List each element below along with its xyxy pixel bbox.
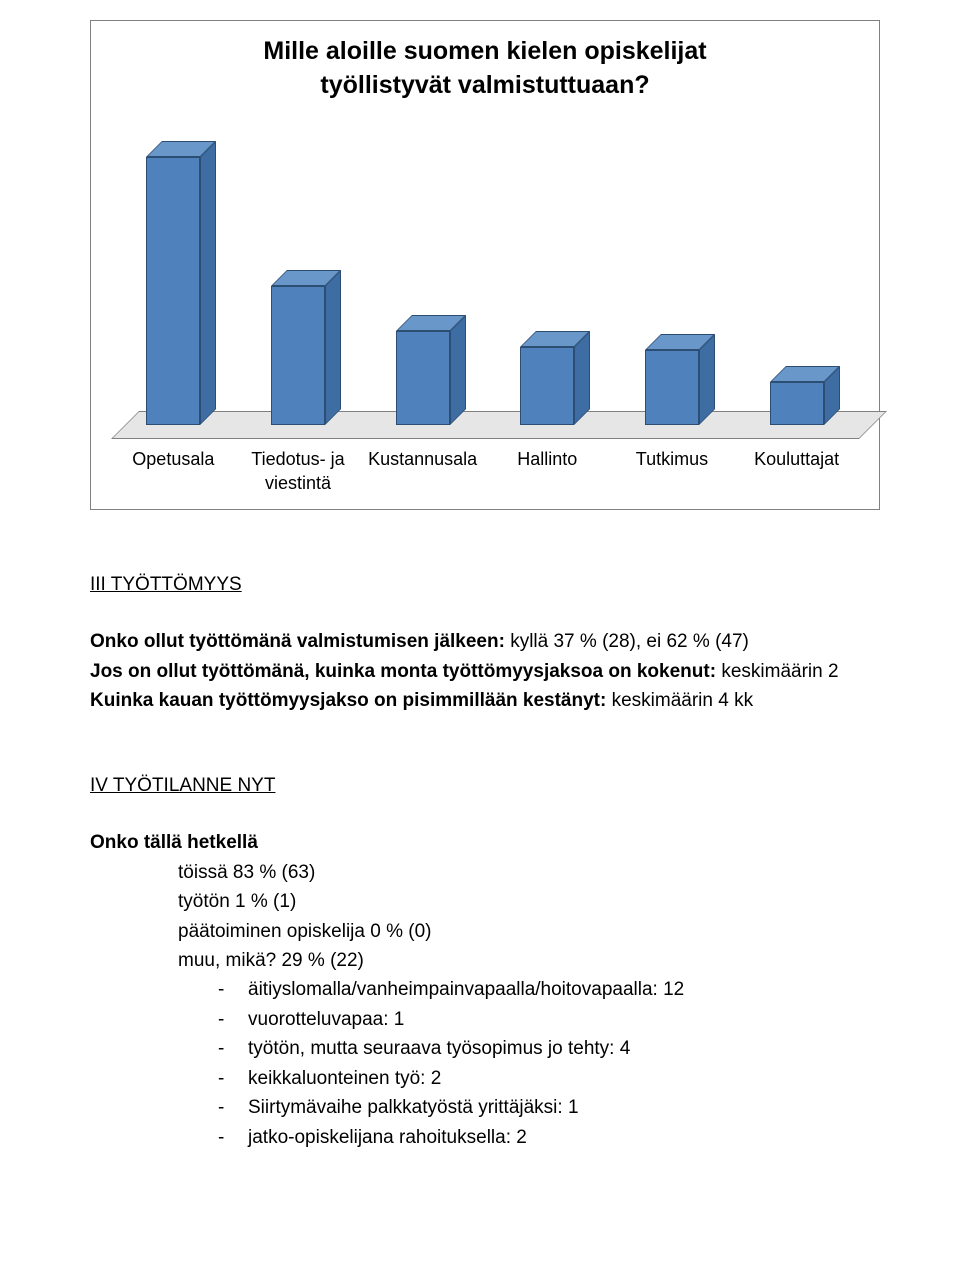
list-item: työtön 1 % (1) bbox=[178, 887, 880, 916]
bullet-dash bbox=[218, 1123, 248, 1152]
bullet-dash bbox=[218, 975, 248, 1004]
bullet-dash bbox=[218, 1034, 248, 1063]
chart-bar bbox=[520, 347, 574, 425]
question-text: Jos on ollut työttömänä, kuinka monta ty… bbox=[90, 661, 716, 682]
list-item: jatko-opiskelijana rahoituksella: 2 bbox=[218, 1123, 880, 1152]
chart-bar bbox=[645, 350, 699, 425]
bar-chart: Mille aloille suomen kielen opiskelijat … bbox=[90, 20, 880, 510]
x-axis-label: Tiedotus- javiestintä bbox=[238, 448, 358, 495]
list-item: vuorotteluvapaa: 1 bbox=[218, 1005, 880, 1034]
list-item: töissä 83 % (63) bbox=[178, 858, 880, 887]
x-axis-label: Kustannusala bbox=[363, 448, 483, 495]
document-page: Mille aloille suomen kielen opiskelijat … bbox=[0, 0, 960, 1192]
section-heading: III TYÖTTÖMYYS bbox=[90, 570, 880, 599]
question-text: Onko ollut työttömänä valmistumisen jälk… bbox=[90, 631, 505, 652]
list-item: työtön, mutta seuraava työsopimus jo teh… bbox=[218, 1034, 880, 1063]
q-line: Kuinka kauan työttömyysjakso on pisimmil… bbox=[90, 686, 880, 715]
chart-x-labels: OpetusalaTiedotus- javiestintäKustannusa… bbox=[111, 448, 859, 495]
section-heading: IV TYÖTILANNE NYT bbox=[90, 771, 880, 800]
answer-list: töissä 83 % (63)työtön 1 % (1)päätoimine… bbox=[90, 858, 880, 976]
chart-bar bbox=[146, 157, 200, 425]
answer-text: keskimäärin 4 kk bbox=[606, 690, 753, 711]
list-item: äitiyslomalla/vanheimpainvapaalla/hoitov… bbox=[218, 975, 880, 1004]
x-axis-label: Opetusala bbox=[113, 448, 233, 495]
list-item: muu, mikä? 29 % (22) bbox=[178, 946, 880, 975]
chart-bars bbox=[111, 125, 859, 425]
list-item-text: vuorotteluvapaa: 1 bbox=[248, 1005, 404, 1034]
chart-title-line1: Mille aloille suomen kielen opiskelijat bbox=[263, 37, 706, 65]
answer-text: kyllä 37 % (28), ei 62 % (47) bbox=[505, 631, 749, 652]
bullet-dash bbox=[218, 1064, 248, 1093]
list-item: Siirtymävaihe palkkatyöstä yrittäjäksi: … bbox=[218, 1093, 880, 1122]
question-text: Kuinka kauan työttömyysjakso on pisimmil… bbox=[90, 690, 606, 711]
list-item: päätoiminen opiskelija 0 % (0) bbox=[178, 917, 880, 946]
list-item-text: työtön, mutta seuraava työsopimus jo teh… bbox=[248, 1034, 630, 1063]
bullet-dash bbox=[218, 1093, 248, 1122]
answer-sublist: äitiyslomalla/vanheimpainvapaalla/hoitov… bbox=[90, 975, 880, 1152]
chart-plot-area bbox=[111, 119, 859, 439]
x-axis-label: Tutkimus bbox=[612, 448, 732, 495]
q-line: Onko ollut työttömänä valmistumisen jälk… bbox=[90, 627, 880, 656]
q-line: Jos on ollut työttömänä, kuinka monta ty… bbox=[90, 657, 880, 686]
body-text: III TYÖTTÖMYYS Onko ollut työttömänä val… bbox=[90, 570, 880, 1152]
chart-bar bbox=[396, 331, 450, 425]
x-axis-label: Kouluttajat bbox=[737, 448, 857, 495]
list-item-text: jatko-opiskelijana rahoituksella: 2 bbox=[248, 1123, 527, 1152]
answer-text: keskimäärin 2 bbox=[716, 661, 839, 682]
list-item-text: Siirtymävaihe palkkatyöstä yrittäjäksi: … bbox=[248, 1093, 579, 1122]
chart-title: Mille aloille suomen kielen opiskelijat … bbox=[91, 21, 879, 103]
chart-bar bbox=[271, 286, 325, 425]
chart-bar bbox=[770, 382, 824, 425]
bullet-dash bbox=[218, 1005, 248, 1034]
list-item-text: keikkaluonteinen työ: 2 bbox=[248, 1064, 441, 1093]
list-item: keikkaluonteinen työ: 2 bbox=[218, 1064, 880, 1093]
chart-title-line2: työllistyvät valmistuttuaan? bbox=[320, 71, 649, 99]
question-text: Onko tällä hetkellä bbox=[90, 828, 880, 857]
x-axis-label: Hallinto bbox=[487, 448, 607, 495]
list-item-text: äitiyslomalla/vanheimpainvapaalla/hoitov… bbox=[248, 975, 684, 1004]
